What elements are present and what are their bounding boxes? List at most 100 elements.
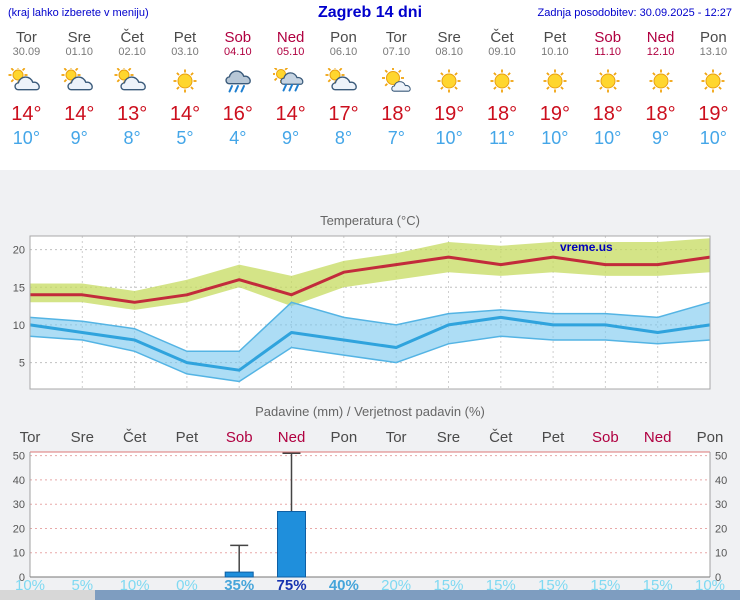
precip-probability: 0%: [176, 577, 198, 594]
day-name: Tor: [16, 29, 37, 46]
precip-day-label: Čet: [489, 429, 513, 446]
precip-day-label: Sre: [436, 429, 461, 446]
high-temp: 14°: [275, 103, 306, 125]
day-date: 11.10: [594, 46, 622, 58]
scrollbar-thumb[interactable]: [95, 590, 740, 600]
precip-probability: 40%: [328, 577, 359, 594]
cloud-sun-icon: [106, 65, 159, 98]
watermark: vreme.us: [560, 240, 613, 254]
day-date: 30.09: [12, 46, 41, 58]
forecast-day-column[interactable]: Sob 04.10 16° 4°: [211, 29, 264, 149]
low-temp: 10°: [541, 128, 569, 148]
forecast-table: Tor 30.09 14° 10° Sre 01.10 14° 9° Čet 0…: [0, 30, 740, 148]
forecast-day-column[interactable]: Sob 11.10 18° 10°: [581, 29, 634, 149]
low-temp: 7°: [387, 128, 405, 148]
precip-probability: 10%: [119, 577, 150, 594]
cloud-sun-icon: [53, 65, 106, 98]
day-date: 01.10: [65, 46, 94, 58]
day-date: 02.10: [118, 46, 146, 58]
day-name: Pet: [173, 29, 197, 46]
precip-day-label: Čet: [122, 429, 147, 446]
day-name: Čet: [490, 29, 514, 46]
sun-icon: [687, 68, 740, 98]
precip-probability: 10%: [694, 577, 726, 594]
low-temp: 10°: [435, 128, 463, 148]
forecast-day-column[interactable]: Čet 09.10 18° 11°: [476, 29, 529, 149]
precip-probability: 15%: [590, 577, 621, 594]
horizontal-scrollbar[interactable]: [0, 590, 740, 600]
forecast-day-column[interactable]: Ned 12.10 18° 9°: [634, 30, 687, 149]
day-date: 08.10: [435, 46, 463, 58]
day-date: 04.10: [224, 46, 252, 58]
high-temp: 14°: [169, 103, 201, 125]
low-temp: 10°: [699, 128, 727, 148]
high-temp: 18°: [645, 103, 676, 125]
precip-day-label: Pon: [330, 429, 358, 446]
sun-icon: [159, 68, 212, 98]
forecast-day-column[interactable]: Tor 07.10 18° 7°: [370, 30, 423, 149]
high-temp: 16°: [222, 103, 253, 125]
day-name: Sob: [224, 29, 252, 46]
low-temp: 4°: [229, 128, 247, 148]
precip-probability: 20%: [381, 577, 412, 594]
day-date: 12.10: [646, 46, 675, 58]
day-name: Sob: [594, 29, 622, 46]
cloud-sun-icon: [317, 65, 370, 98]
day-name: Pon: [330, 29, 357, 46]
low-temp: 10°: [12, 128, 41, 148]
sun-icon: [634, 68, 687, 98]
low-temp: 9°: [282, 128, 300, 148]
high-temp: 19°: [434, 103, 465, 125]
high-temp: 18°: [381, 103, 412, 125]
precip-day-label: Sob: [592, 429, 619, 446]
low-temp: 11°: [489, 128, 515, 148]
forecast-day-column[interactable]: Čet 02.10 13° 8°: [106, 30, 159, 148]
day-date: 03.10: [171, 46, 199, 58]
sun-icon: [581, 68, 634, 98]
precip-day-label: Tor: [19, 429, 41, 446]
menu-hint-link[interactable]: (kraj lahko izberete v meniju): [8, 7, 149, 19]
precip-day-label: Tor: [385, 429, 407, 446]
temperature-chart-title: Temperatura (°C): [320, 213, 420, 228]
cloud-sun-icon: [0, 65, 53, 98]
day-date: 13.10: [699, 46, 728, 58]
forecast-day-column[interactable]: Pon 06.10 17° 8°: [317, 30, 370, 148]
precip-probability: 15%: [642, 577, 673, 594]
day-name: Sre: [437, 29, 461, 46]
low-temp: 5°: [176, 128, 194, 148]
forecast-day-column[interactable]: Pet 03.10 14° 5°: [159, 29, 212, 149]
high-temp: 18°: [592, 103, 623, 125]
low-temp: 9°: [70, 128, 88, 148]
high-temp: 14°: [64, 103, 95, 125]
high-temp: 14°: [11, 103, 42, 125]
high-temp: 19°: [539, 103, 570, 125]
day-name: Čet: [120, 29, 144, 46]
forecast-day-column[interactable]: Pet 10.10 19° 10°: [528, 30, 581, 149]
low-temp: 8°: [123, 128, 141, 148]
day-name: Ned: [276, 29, 305, 46]
day-name: Pon: [700, 29, 727, 46]
forecast-day-column[interactable]: Pon 13.10 19° 10°: [687, 29, 740, 149]
page-title: Zagreb 14 dni: [317, 4, 423, 21]
forecast-day-column[interactable]: Tor 30.09 14° 10°: [0, 30, 53, 148]
precip-day-label: Pon: [696, 429, 724, 446]
high-temp: 13°: [116, 103, 148, 125]
forecast-day-column[interactable]: Sre 01.10 14° 9°: [53, 30, 106, 148]
forecast-day-column[interactable]: Ned 05.10 14° 9°: [264, 30, 317, 148]
high-temp: 18°: [486, 103, 518, 125]
day-date: 06.10: [329, 46, 358, 58]
precip-day-label: Pet: [175, 429, 199, 446]
sun-icon: [476, 68, 529, 98]
rain-sun-icon: [264, 65, 317, 98]
forecast-day-column[interactable]: Sre 08.10 19° 10°: [423, 29, 476, 149]
sun-cloud-icon: [370, 67, 423, 98]
low-temp: 10°: [594, 128, 622, 148]
precip-probability: 5%: [71, 577, 94, 594]
precip-day-label: Sre: [70, 429, 94, 446]
precip-day-label: Pet: [541, 429, 565, 446]
precip-day-label: Ned: [277, 429, 306, 446]
day-date: 07.10: [382, 46, 411, 58]
day-date: 05.10: [276, 46, 305, 58]
day-name: Sre: [67, 29, 91, 46]
rain-icon: [211, 68, 264, 98]
